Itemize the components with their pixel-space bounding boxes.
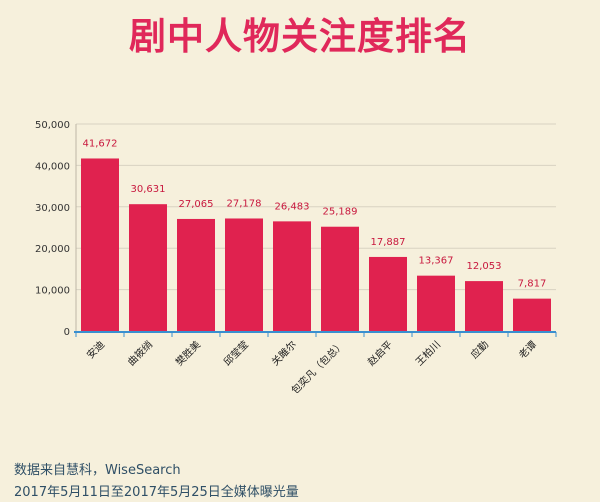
y-tick-label: 30,000 [35, 203, 70, 214]
x-tick-label: 赵启平 [365, 338, 395, 368]
x-tick-label: 曲筱绡 [125, 338, 155, 368]
data-label: 12,053 [467, 261, 502, 272]
bar [177, 218, 215, 331]
x-tick-label: 关雎尔 [269, 338, 299, 368]
x-tick-label: 应勤 [468, 338, 491, 361]
x-tick-label: 王柏川 [413, 338, 443, 368]
bar [273, 221, 311, 331]
x-tick-label: 樊胜美 [173, 338, 203, 368]
x-tick-label: 老谭 [516, 338, 539, 361]
data-label: 41,672 [83, 138, 118, 149]
date-range-note: 2017年5月11日至2017年5月25日全媒体曝光量 [14, 485, 299, 500]
y-tick-label: 40,000 [35, 161, 70, 172]
bar [321, 226, 359, 331]
data-label: 27,065 [179, 199, 214, 210]
x-axis [74, 331, 557, 337]
data-label: 27,178 [227, 198, 262, 209]
data-label: 17,887 [371, 237, 406, 248]
y-tick-label: 0 [64, 327, 70, 338]
bar [369, 256, 407, 331]
data-label: 25,189 [323, 207, 358, 218]
y-axis-ticks: 0 10,000 20,000 30,000 40,000 50,000 [35, 120, 70, 338]
x-tick-label: 邱莹莹 [221, 338, 251, 368]
data-label: 26,483 [275, 201, 310, 212]
y-tick-label: 50,000 [35, 120, 70, 131]
bar [81, 158, 119, 331]
chart-title: 剧中人物关注度排名 [129, 15, 471, 58]
bar [129, 204, 167, 331]
data-label: 7,817 [518, 279, 547, 290]
y-tick-label: 10,000 [35, 286, 70, 297]
bar [225, 218, 263, 331]
x-tick-label: 安迪 [84, 338, 107, 361]
y-tick-label: 20,000 [35, 244, 70, 255]
data-label: 30,631 [131, 184, 166, 195]
source-note: 数据来自慧科，WiseSearch [14, 463, 181, 478]
bars [81, 158, 551, 331]
bar [513, 298, 551, 331]
bar [417, 275, 455, 331]
bar [465, 281, 503, 331]
value-labels: 41,672 30,631 27,065 27,178 26,483 25,189 17,8… [83, 138, 547, 289]
data-label: 13,367 [419, 256, 454, 267]
